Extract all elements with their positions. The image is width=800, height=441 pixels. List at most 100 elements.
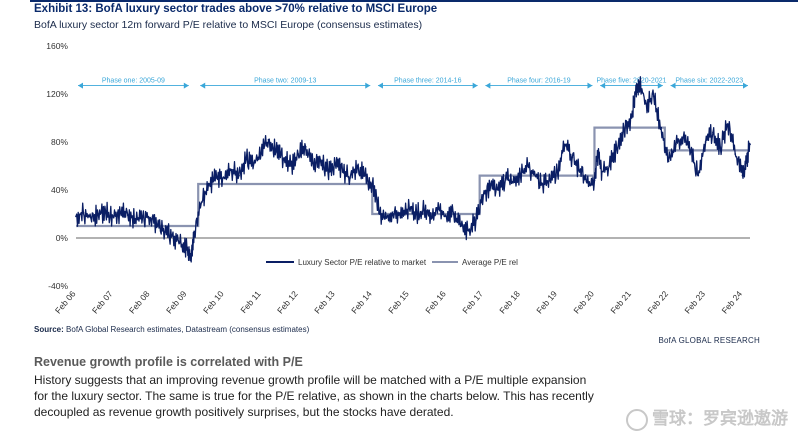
luxury-pe-point bbox=[423, 209, 426, 212]
luxury-pe-point bbox=[719, 147, 722, 149]
exhibit-title: Exhibit 13: BofA luxury sector trades ab… bbox=[34, 3, 438, 15]
y-tick-label: 160% bbox=[46, 41, 68, 51]
luxury-pe-point bbox=[578, 171, 581, 173]
luxury-pe-point bbox=[282, 157, 285, 160]
phase-annotations: Phase one: 2005-09 Phase two: 2009-13 Phas… bbox=[78, 78, 748, 89]
luxury-pe-point bbox=[549, 179, 551, 182]
x-tick-label: Feb 22 bbox=[645, 289, 670, 316]
luxury-pe-point bbox=[519, 174, 522, 177]
luxury-pe-point bbox=[430, 217, 433, 220]
luxury-pe-point bbox=[393, 210, 396, 213]
luxury-pe-point bbox=[326, 169, 329, 172]
x-tick-label: Feb 24 bbox=[719, 289, 744, 316]
phase-arrow-head-left bbox=[670, 82, 676, 89]
luxury-pe-point bbox=[571, 156, 574, 159]
x-tick-label: Feb 15 bbox=[386, 289, 411, 316]
luxury-pe-point bbox=[371, 183, 374, 185]
y-tick-label: 120% bbox=[46, 89, 68, 99]
luxury-pe-point bbox=[89, 216, 92, 219]
luxury-pe-point bbox=[193, 231, 196, 233]
luxury-pe-point bbox=[312, 162, 314, 165]
exhibit-subtitle: BofA luxury sector 12m forward P/E relat… bbox=[34, 19, 423, 31]
luxury-pe-point bbox=[638, 81, 640, 83]
section-heading: Revenue growth profile is correlated wit… bbox=[34, 355, 303, 369]
luxury-pe-point bbox=[438, 208, 440, 211]
luxury-pe-point bbox=[97, 213, 100, 215]
luxury-pe-point bbox=[623, 129, 625, 131]
luxury-pe-point bbox=[119, 211, 122, 214]
phase-arrow-head-right bbox=[657, 82, 663, 89]
luxury-pe-point bbox=[134, 217, 137, 220]
source-label: Source: bbox=[34, 325, 64, 334]
luxury-pe-point bbox=[504, 177, 507, 179]
x-tick-label: Feb 12 bbox=[275, 289, 300, 316]
y-tick-label: -40% bbox=[48, 281, 68, 291]
luxury-pe-point bbox=[541, 183, 544, 185]
x-tick-label: Feb 17 bbox=[460, 289, 485, 316]
x-tick-label: Feb 11 bbox=[238, 289, 262, 315]
phase-label: Phase six: 2022-2023 bbox=[675, 78, 743, 85]
luxury-pe-point bbox=[112, 215, 114, 218]
luxury-pe-point bbox=[749, 143, 751, 146]
luxury-pe-point bbox=[349, 177, 351, 179]
luxury-pe-point bbox=[475, 219, 477, 221]
luxury-pe-point bbox=[82, 211, 85, 214]
luxury-pe-point bbox=[252, 162, 255, 165]
phase-arrow-head-left bbox=[377, 82, 383, 89]
x-tick-label: Feb 18 bbox=[497, 289, 522, 316]
luxury-pe-point bbox=[260, 153, 263, 155]
y-tick-label: 0% bbox=[56, 233, 69, 243]
luxury-pe-point bbox=[304, 145, 307, 148]
y-tick-label: 80% bbox=[51, 137, 68, 147]
luxury-pe-point bbox=[452, 213, 455, 215]
luxury-pe-point bbox=[126, 214, 129, 217]
luxury-pe-line bbox=[75, 76, 751, 263]
legend-label-average: Average P/E rel bbox=[462, 258, 518, 267]
x-tick-label: Feb 20 bbox=[571, 289, 596, 316]
y-tick-label: 40% bbox=[51, 185, 68, 195]
x-tick-label: Feb 23 bbox=[682, 289, 707, 316]
luxury-pe-point bbox=[363, 174, 366, 177]
luxury-pe-point bbox=[289, 165, 292, 167]
x-tick-label: Feb 07 bbox=[90, 289, 115, 316]
exhibit-header-rule bbox=[30, 0, 798, 20]
section-body: History suggests that an improving reven… bbox=[34, 373, 594, 419]
luxury-pe-point bbox=[630, 117, 633, 119]
phase-arrow-head-right bbox=[472, 82, 478, 89]
phase-arrow-head-right bbox=[365, 82, 371, 89]
phase-arrow-head-left bbox=[78, 82, 83, 89]
luxury-pe-point bbox=[156, 225, 159, 227]
luxury-pe-point bbox=[497, 189, 500, 191]
luxury-pe-point bbox=[163, 231, 166, 233]
luxury-pe-point bbox=[682, 136, 685, 139]
x-tick-label: Feb 19 bbox=[534, 289, 559, 316]
x-tick-label: Feb 16 bbox=[423, 289, 448, 316]
phase-arrow-head-right bbox=[743, 82, 748, 89]
luxury-pe-point bbox=[741, 174, 744, 177]
phase-arrow-head-left bbox=[200, 82, 206, 89]
luxury-pe-point bbox=[319, 159, 322, 161]
phase-label: Phase three: 2014-16 bbox=[394, 78, 461, 85]
phase-label: Phase two: 2009-13 bbox=[254, 78, 316, 85]
luxury-pe-point bbox=[149, 216, 151, 219]
phase-arrow-head-left bbox=[485, 82, 491, 89]
luxury-pe-point bbox=[615, 147, 618, 149]
source-note: Source: BofA Global Research estimates, … bbox=[34, 325, 309, 334]
luxury-pe-point bbox=[712, 131, 714, 134]
x-axis: Feb 06 Feb 07 Feb 08 Feb 09 Feb 10 Feb 11 Feb … bbox=[53, 289, 744, 316]
luxury-pe-point bbox=[726, 123, 729, 125]
luxury-pe-point bbox=[238, 174, 240, 177]
luxury-pe-point bbox=[267, 138, 270, 141]
y-axis: -40% 0% 40% 80% 120% 160% bbox=[46, 41, 68, 291]
luxury-pe-point bbox=[689, 150, 692, 153]
luxury-pe-point bbox=[704, 141, 707, 143]
x-tick-label: Feb 13 bbox=[312, 289, 337, 316]
source-text: BofA Global Research estimates, Datastre… bbox=[66, 325, 310, 334]
luxury-pe-point bbox=[563, 143, 566, 146]
luxury-pe-point bbox=[223, 177, 226, 179]
watermark-text: 雪球：罗宾逊遨游 bbox=[652, 409, 788, 429]
phase-arrow-head-right bbox=[587, 82, 593, 89]
luxury-pe-point bbox=[697, 174, 700, 177]
luxury-pe-point bbox=[534, 174, 537, 177]
luxury-pe-point bbox=[467, 229, 470, 232]
